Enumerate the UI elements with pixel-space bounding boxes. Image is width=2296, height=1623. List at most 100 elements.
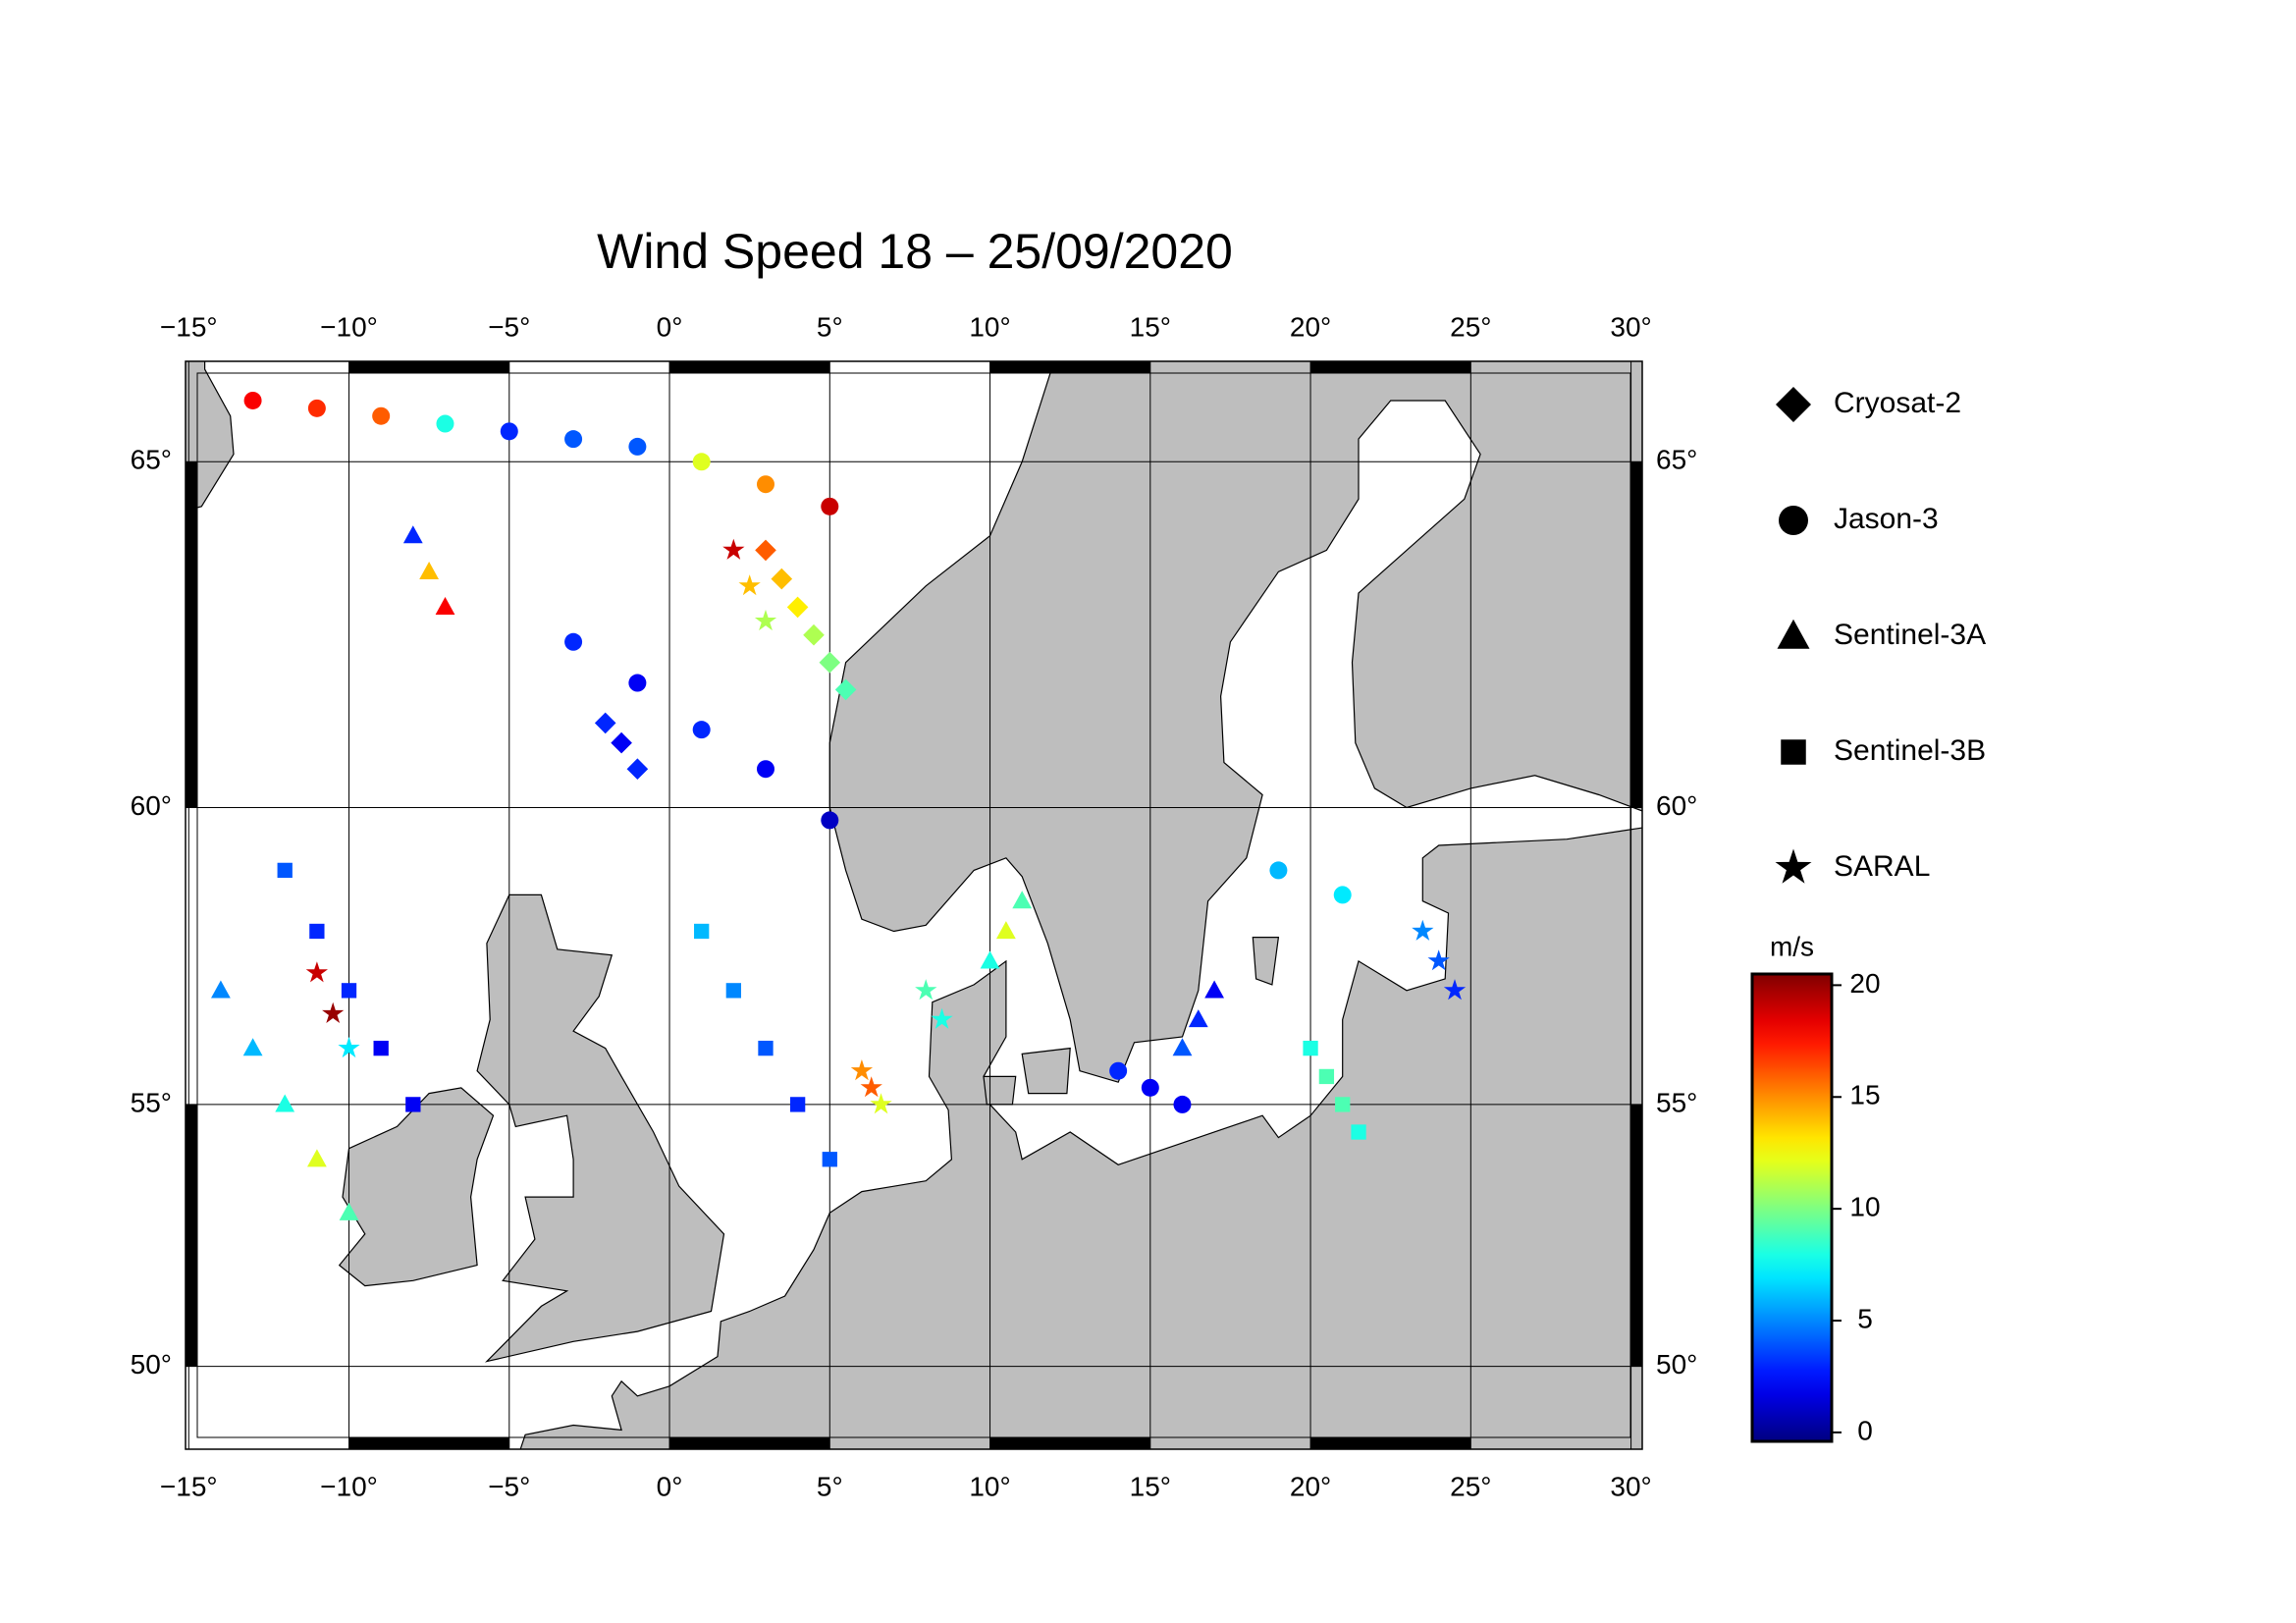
landmass: [983, 1075, 1017, 1106]
y-tick-label: 60°: [131, 790, 172, 821]
landmass: [828, 361, 1642, 1083]
data-point: [305, 961, 328, 983]
legend-marker: [1781, 739, 1806, 765]
legend-label: Sentinel-3B: [1834, 734, 1986, 767]
data-point: [870, 1093, 892, 1114]
data-point: [725, 983, 741, 999]
y-tick-label: 55°: [1656, 1087, 1697, 1117]
data-point: [338, 1036, 360, 1058]
frame-bar: [669, 1437, 830, 1449]
colorbar-tick-label: 0: [1857, 1415, 1873, 1445]
frame-bar: [1310, 361, 1471, 373]
data-point: [692, 721, 711, 739]
x-tick-label: 20°: [1290, 311, 1331, 342]
legend-label: Cryosat-2: [1834, 387, 1961, 419]
colorbar-label: m/s: [1770, 931, 1814, 961]
x-tick-label: 25°: [1450, 311, 1491, 342]
data-point: [755, 539, 776, 562]
data-point: [1172, 1038, 1193, 1056]
frame-border: [196, 372, 1631, 1438]
x-tick-label: 0°: [657, 311, 683, 342]
frame-bar: [348, 1437, 509, 1449]
data-point: [611, 731, 632, 754]
y-tick-label: 65°: [1656, 445, 1697, 475]
data-point: [275, 1094, 295, 1112]
colorbar-tick-label: 15: [1849, 1080, 1880, 1110]
x-tick-label: −5°: [488, 1471, 530, 1501]
legend-marker: [1776, 387, 1811, 422]
legend-label: SARAL: [1834, 850, 1930, 883]
frame-border: [185, 360, 1643, 1450]
x-tick-label: 5°: [817, 311, 843, 342]
data-point: [1012, 891, 1033, 909]
data-point: [692, 453, 711, 471]
landmass: [1252, 936, 1280, 986]
y-tick-label: 55°: [131, 1087, 172, 1117]
data-point: [435, 597, 455, 615]
data-point: [309, 923, 325, 940]
data-point: [722, 538, 745, 560]
x-tick-label: −10°: [320, 311, 378, 342]
data-point: [822, 1152, 837, 1167]
x-tick-label: 10°: [969, 1471, 1010, 1501]
data-point: [1318, 1068, 1335, 1085]
chart-title: Wind Speed 18 – 25/09/2020: [597, 224, 1233, 279]
legend-marker: [1779, 506, 1808, 535]
y-tick-label: 65°: [131, 445, 172, 475]
data-point: [819, 651, 841, 674]
x-tick-label: −10°: [320, 1471, 378, 1501]
frame-bar: [669, 361, 830, 373]
frame-bar: [348, 361, 509, 373]
legend-marker: [1777, 619, 1810, 649]
colorbar-tick-label: 10: [1849, 1192, 1880, 1222]
data-point: [307, 399, 326, 417]
colorbar-tick-label: 20: [1849, 968, 1880, 999]
data-point: [277, 862, 293, 879]
frame-bar: [186, 1104, 197, 1367]
data-point: [628, 674, 647, 692]
data-point: [307, 1149, 327, 1167]
frame-bar: [186, 461, 197, 808]
x-tick-label: 15°: [1130, 311, 1171, 342]
data-point: [1412, 919, 1434, 941]
data-point: [1351, 1124, 1366, 1140]
data-point: [1173, 1095, 1192, 1113]
legend-marker: [1775, 848, 1812, 884]
x-tick-label: 25°: [1450, 1471, 1491, 1501]
data-point: [372, 406, 391, 425]
frame-bar: [989, 361, 1150, 373]
data-point: [341, 983, 357, 999]
land: [186, 361, 1642, 1449]
marks: [211, 391, 1467, 1220]
data-point: [931, 1007, 953, 1029]
data-point: [243, 391, 262, 409]
data-point: [1269, 861, 1288, 880]
data-point: [756, 760, 774, 779]
landmass: [519, 827, 1642, 1449]
data-point: [738, 574, 761, 596]
data-point: [758, 1040, 774, 1056]
data-point: [771, 568, 793, 590]
data-point: [1204, 980, 1224, 999]
frame: −15° −15° −10° −10° −5° −5° 0° 0° 5° 5° 10° 10° 15° 1…: [131, 311, 1698, 1501]
data-point: [1335, 1097, 1351, 1112]
data-point: [850, 1059, 874, 1081]
data-point: [594, 712, 616, 734]
data-point: [915, 979, 937, 1001]
x-tick-label: 30°: [1610, 1471, 1651, 1501]
data-point: [980, 950, 1000, 969]
data-point: [500, 422, 518, 441]
legend-label: Jason-3: [1834, 503, 1939, 535]
data-point: [211, 980, 231, 999]
x-tick-label: 15°: [1130, 1471, 1171, 1501]
data-point: [1188, 1009, 1208, 1028]
x-tick-label: 5°: [817, 1471, 843, 1501]
data-point: [1443, 979, 1467, 1001]
data-point: [803, 623, 825, 646]
data-point: [1333, 886, 1352, 904]
data-point: [626, 758, 649, 780]
frame-bar: [989, 1437, 1150, 1449]
data-point: [419, 562, 439, 579]
